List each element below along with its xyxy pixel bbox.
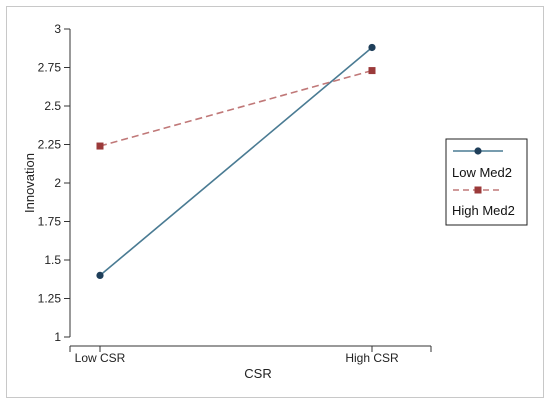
series-line-high-med2 (99, 69, 373, 147)
legend: Low Med2 High Med2 (445, 138, 528, 226)
y-tick-label: 1.25 (38, 292, 62, 306)
y-ticks: 1 1.25 1.5 1.75 2 2.25 2.5 2.75 3 (38, 22, 70, 344)
y-tick-label: 1 (54, 330, 61, 344)
series-lines (99, 46, 373, 277)
y-tick-label: 3 (54, 22, 61, 36)
legend-box (445, 138, 528, 226)
y-tick-label: 1.5 (44, 253, 61, 267)
x-ticks: Low CSR High CSR (69, 346, 432, 365)
x-tick-label: High CSR (345, 351, 399, 365)
series-line-low-med2 (99, 46, 373, 277)
data-point-high-med2 (368, 67, 376, 75)
series-markers (96, 43, 376, 279)
y-tick-label: 2.5 (44, 99, 61, 113)
x-tick-label: Low CSR (75, 351, 126, 365)
y-axis-title: Innovation (22, 153, 37, 213)
data-point-low-med2 (368, 43, 376, 52)
x-axis-title: CSR (244, 366, 271, 381)
y-tick-label: 1.75 (38, 215, 62, 229)
data-point-low-med2 (96, 271, 104, 279)
y-tick-label: 2.75 (38, 61, 62, 75)
data-point-high-med2 (96, 142, 104, 150)
y-tick-label: 2 (54, 176, 61, 190)
y-tick-label: 2.25 (38, 138, 62, 152)
legend-marker-high-med2 (474, 186, 482, 194)
legend-label-low-med2: Low Med2 (452, 165, 512, 180)
legend-marker-low-med2 (474, 147, 482, 155)
legend-label-high-med2: High Med2 (452, 203, 515, 218)
